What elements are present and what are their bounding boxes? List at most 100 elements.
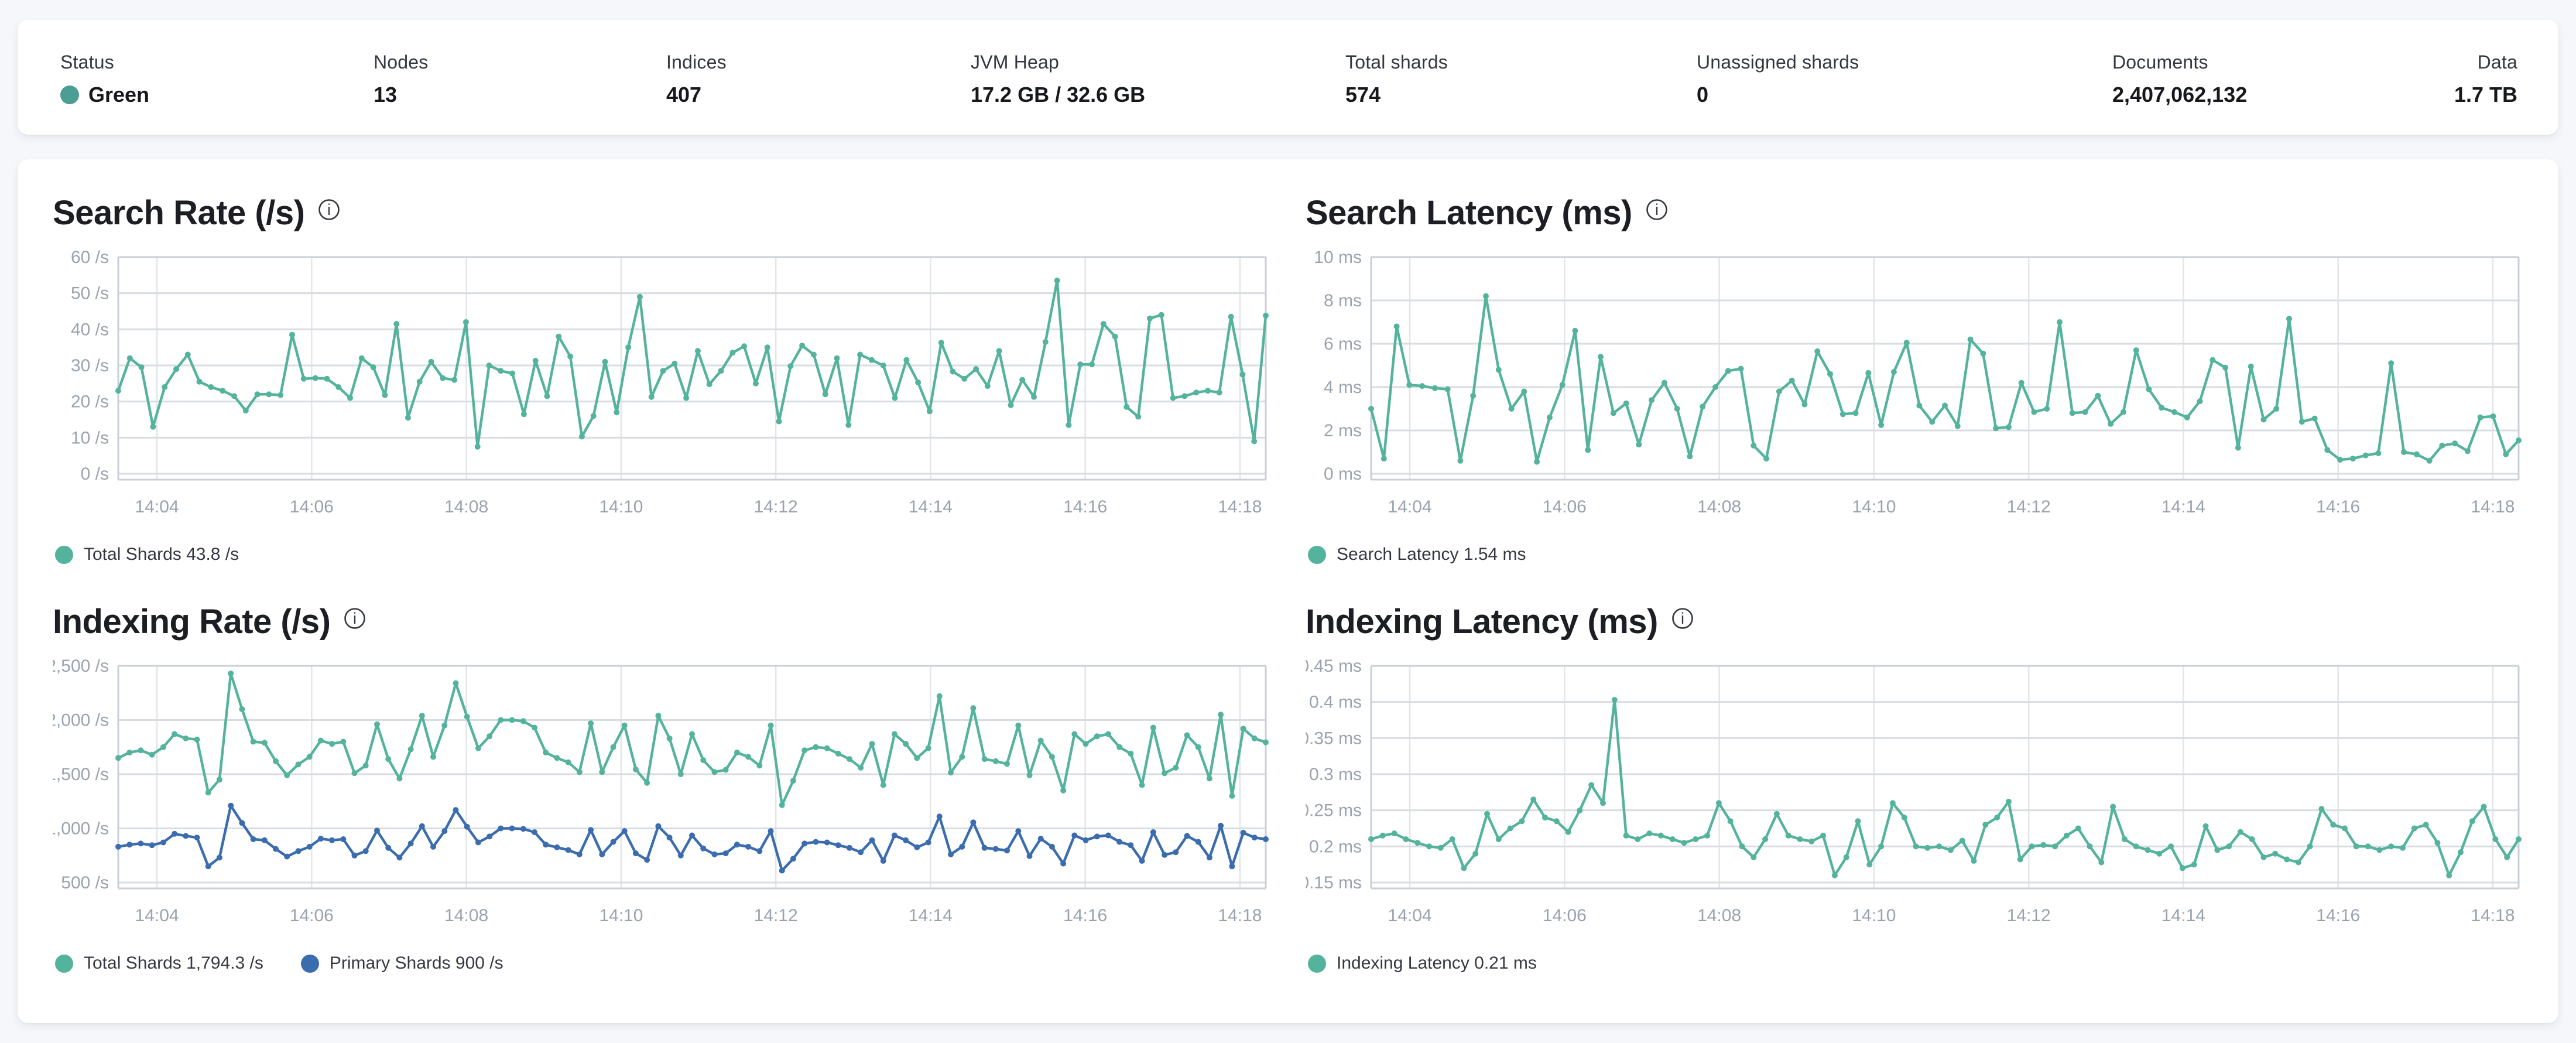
svg-text:14:10: 14:10: [599, 497, 643, 517]
chart-legend: Indexing Latency 0.21 ms: [1306, 953, 2523, 973]
svg-text:8 ms: 8 ms: [1324, 291, 1362, 310]
stat-label: Indices: [666, 52, 727, 73]
svg-text:14:08: 14:08: [1697, 497, 1741, 517]
svg-text:14:06: 14:06: [290, 906, 334, 925]
search-rate-chart[interactable]: 14:04 14:06 14:08 14:10 14:12 14:14 14:16 14:18…: [53, 250, 1270, 534]
svg-text:14:16: 14:16: [1063, 906, 1107, 925]
stat-total-shards: Total shards 574: [1345, 52, 1448, 107]
svg-text:14:14: 14:14: [2161, 906, 2205, 925]
legend-item[interactable]: Total Shards 1,794.3 /s: [55, 953, 263, 973]
svg-text:60 /s: 60 /s: [71, 250, 109, 267]
legend-dot-icon: [55, 954, 73, 973]
svg-text:14:14: 14:14: [909, 906, 953, 925]
info-icon[interactable]: i: [1671, 607, 1694, 630]
cluster-status-bar: Status Green Nodes 13 Indices 407 JVM He…: [18, 20, 2558, 135]
stat-value: 17.2 GB / 32.6 GB: [971, 83, 1146, 107]
svg-text:14:10: 14:10: [1852, 497, 1896, 517]
svg-text:i: i: [353, 610, 357, 627]
svg-text:14:04: 14:04: [135, 906, 179, 925]
legend-dot-icon: [1308, 954, 1326, 973]
legend-dot-icon: [1308, 545, 1326, 564]
chart-legend: Total Shards 1,794.3 /s Primary Shards 90…: [53, 953, 1270, 973]
svg-text:14:18: 14:18: [2471, 906, 2515, 925]
chart-title: Search Latency (ms): [1306, 194, 1632, 232]
svg-text:14:08: 14:08: [444, 906, 488, 925]
metrics-charts-card: Search Rate (/s) i 14:04 14:06 14:08 14:10 1…: [18, 159, 2558, 1023]
svg-text:14:16: 14:16: [1063, 497, 1107, 517]
stat-value: 13: [374, 83, 398, 107]
stat-nodes: Nodes 13: [374, 52, 429, 107]
svg-text:14:08: 14:08: [1697, 906, 1741, 925]
stat-value: 2,407,062,132: [2112, 83, 2248, 107]
stat-data: Data 1.7 TB: [2454, 52, 2517, 107]
chart-legend: Total Shards 43.8 /s: [53, 545, 1270, 565]
indexing-rate-chart[interactable]: 14:04 14:06 14:08 14:10 14:12 14:14 14:16 14:18…: [53, 659, 1270, 943]
svg-text:500 /s: 500 /s: [61, 873, 109, 892]
stat-unassigned-shards: Unassigned shards 0: [1697, 52, 1859, 107]
svg-text:14:12: 14:12: [754, 906, 798, 925]
svg-text:i: i: [1655, 201, 1659, 218]
legend-item[interactable]: Primary Shards 900 /s: [300, 953, 503, 973]
svg-text:14:12: 14:12: [754, 497, 798, 517]
search-latency-chart[interactable]: 14:04 14:06 14:08 14:10 14:12 14:14 14:16 14:18…: [1306, 250, 2523, 534]
stat-label: JVM Heap: [971, 52, 1059, 73]
search-latency-panel: Search Latency (ms) i 14:04 14:06 14:08 14:…: [1306, 193, 2523, 565]
info-icon[interactable]: i: [317, 198, 341, 221]
legend-dot-icon: [55, 545, 73, 564]
svg-text:14:06: 14:06: [1543, 906, 1587, 925]
stat-indices: Indices 407: [666, 52, 727, 107]
stat-label: Total shards: [1345, 52, 1448, 73]
info-icon[interactable]: i: [1645, 198, 1669, 221]
indexing-latency-panel: Indexing Latency (ms) i 14:04 14:06 14:08 1…: [1306, 602, 2523, 973]
svg-text:40 /s: 40 /s: [71, 320, 109, 339]
svg-text:14:16: 14:16: [2316, 906, 2360, 925]
svg-text:0.3 ms: 0.3 ms: [1309, 765, 1362, 784]
stat-label: Data: [2477, 52, 2517, 73]
charts-grid: Search Rate (/s) i 14:04 14:06 14:08 14:10 1…: [53, 193, 2523, 973]
svg-text:14:04: 14:04: [1388, 497, 1432, 517]
svg-text:i: i: [327, 201, 331, 218]
svg-text:14:18: 14:18: [1218, 906, 1262, 925]
legend-item[interactable]: Total Shards 43.8 /s: [55, 545, 239, 565]
svg-text:0 /s: 0 /s: [81, 464, 109, 484]
stat-label: Documents: [2112, 52, 2208, 73]
svg-text:14:06: 14:06: [1543, 497, 1587, 517]
svg-text:0.2 ms: 0.2 ms: [1309, 837, 1362, 856]
legend-item[interactable]: Search Latency 1.54 ms: [1308, 545, 1526, 565]
stat-label: Unassigned shards: [1697, 52, 1859, 73]
svg-text:50 /s: 50 /s: [71, 284, 109, 303]
svg-text:14:04: 14:04: [1388, 906, 1432, 925]
svg-text:20 /s: 20 /s: [71, 392, 109, 412]
svg-text:1,500 /s: 1,500 /s: [53, 765, 109, 784]
legend-label: Indexing Latency 0.21 ms: [1337, 953, 1537, 973]
stat-value: 1.7 TB: [2454, 83, 2517, 107]
svg-text:1,000 /s: 1,000 /s: [53, 819, 109, 839]
chart-title: Search Rate (/s): [53, 194, 305, 232]
indexing-rate-panel: Indexing Rate (/s) i 14:04 14:06 14:08 14:1…: [53, 602, 1270, 973]
stat-documents: Documents 2,407,062,132: [2112, 52, 2247, 107]
svg-text:2,000 /s: 2,000 /s: [53, 711, 109, 730]
info-icon[interactable]: i: [343, 607, 366, 630]
svg-text:14:14: 14:14: [2161, 497, 2205, 517]
indexing-latency-chart[interactable]: 14:04 14:06 14:08 14:10 14:12 14:14 14:16 14:18…: [1306, 659, 2523, 943]
stat-status: Status Green: [60, 52, 149, 107]
svg-text:0.25 ms: 0.25 ms: [1306, 801, 1362, 820]
svg-text:14:06: 14:06: [290, 497, 334, 517]
svg-text:14:18: 14:18: [2471, 497, 2515, 517]
svg-text:4 ms: 4 ms: [1324, 378, 1362, 397]
svg-text:0.35 ms: 0.35 ms: [1306, 729, 1362, 748]
svg-text:0.15 ms: 0.15 ms: [1306, 873, 1362, 892]
svg-text:10 ms: 10 ms: [1314, 250, 1362, 267]
svg-text:14:08: 14:08: [444, 497, 488, 517]
svg-text:i: i: [1681, 610, 1684, 627]
svg-text:14:16: 14:16: [2316, 497, 2360, 517]
legend-item[interactable]: Indexing Latency 0.21 ms: [1308, 953, 1537, 973]
chart-legend: Search Latency 1.54 ms: [1306, 545, 2523, 565]
legend-dot-icon: [300, 954, 319, 973]
stat-jvm-heap: JVM Heap 17.2 GB / 32.6 GB: [971, 52, 1145, 107]
svg-text:14:14: 14:14: [909, 497, 953, 517]
health-status-dot-icon: [60, 86, 79, 104]
legend-label: Total Shards 1,794.3 /s: [84, 953, 263, 973]
svg-text:14:12: 14:12: [2007, 497, 2051, 517]
